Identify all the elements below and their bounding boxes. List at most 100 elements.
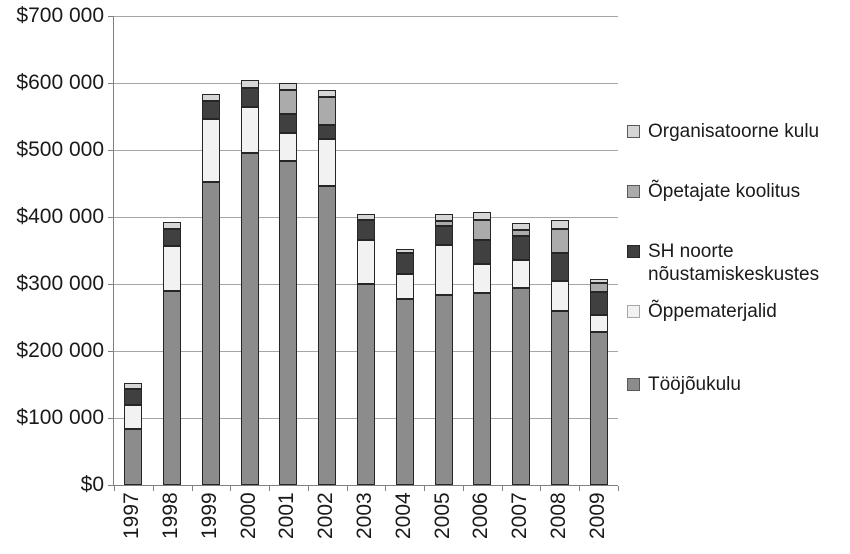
legend-label: Õppematerjalid bbox=[648, 301, 777, 322]
x-axis-tick bbox=[346, 486, 348, 491]
legend: Organisatoorne kulu Õpetajate koolitus SH … bbox=[627, 120, 847, 433]
bar-segment-2009 bbox=[589, 283, 608, 292]
x-axis-tick bbox=[540, 486, 542, 491]
bar-segment-2002 bbox=[318, 139, 337, 186]
bar-segment-2002 bbox=[318, 125, 337, 139]
bar-segment-2001 bbox=[279, 161, 298, 485]
bar-segment-2006 bbox=[473, 264, 492, 293]
bar-segment-2001 bbox=[279, 133, 298, 161]
x-axis-tick bbox=[579, 486, 581, 491]
bar-segment-2005 bbox=[434, 214, 453, 221]
bar-segment-2009 bbox=[589, 292, 608, 315]
legend-swatch-icon bbox=[627, 185, 640, 198]
bar-segment-1998 bbox=[163, 291, 182, 485]
bar-segment-2004 bbox=[395, 299, 414, 485]
x-axis-tick bbox=[269, 486, 271, 491]
bar-segment-2000 bbox=[240, 80, 259, 88]
bar-segment-2009 bbox=[589, 315, 608, 332]
bar-segment-2003 bbox=[357, 214, 375, 220]
y-axis-tick bbox=[108, 83, 113, 84]
x-axis-tick bbox=[501, 486, 503, 491]
bar-segment-1997 bbox=[124, 429, 143, 485]
bar-segment-2000 bbox=[240, 107, 259, 153]
x-axis-tick bbox=[152, 486, 154, 491]
bar-segment-2002 bbox=[318, 90, 337, 97]
bar-segment-1997 bbox=[124, 383, 143, 389]
y-axis-tick bbox=[108, 284, 113, 285]
legend-swatch-icon bbox=[627, 305, 640, 318]
y-axis-tick-label: $400 000 bbox=[16, 205, 104, 228]
bar-segment-2009 bbox=[589, 279, 608, 283]
bar-segment-2003 bbox=[357, 240, 375, 284]
bar-segment-2007 bbox=[512, 223, 531, 230]
bar-segment-2001 bbox=[279, 83, 298, 90]
bar-segment-1999 bbox=[201, 182, 220, 485]
bar-segment-2005 bbox=[434, 221, 453, 226]
bar-segment-1999 bbox=[201, 101, 220, 119]
y-axis-tick bbox=[108, 16, 113, 17]
y-axis-tick-label: $200 000 bbox=[16, 339, 104, 362]
bar-segment-2005 bbox=[434, 245, 453, 295]
legend-label: SH noorte nõustamiskeskustes bbox=[648, 241, 820, 285]
bar-segment-2008 bbox=[550, 253, 569, 281]
bar-segment-2003 bbox=[357, 220, 375, 240]
bar-segment-1999 bbox=[201, 94, 220, 101]
legend-item: SH noorte nõustamiskeskustes bbox=[627, 240, 847, 286]
bar-segment-2000 bbox=[240, 153, 259, 485]
y-axis-tick-label: $500 000 bbox=[16, 138, 104, 161]
bar-segment-2008 bbox=[550, 311, 569, 485]
legend-label: Õpetajate koolitus bbox=[648, 181, 801, 202]
bar-segment-2002 bbox=[318, 97, 337, 125]
bar-segment-2008 bbox=[550, 229, 569, 253]
bar-segment-2001 bbox=[279, 114, 298, 133]
y-axis-tick-label: $0 bbox=[80, 473, 104, 496]
y-axis-tick-label: $700 000 bbox=[16, 4, 104, 27]
legend-item: Tööjõukulu bbox=[627, 373, 847, 396]
y-axis-tick bbox=[108, 150, 113, 151]
gridline bbox=[114, 150, 618, 151]
legend-label: Organisatoorne kulu bbox=[648, 121, 820, 142]
legend-item: Õppematerjalid bbox=[627, 300, 847, 323]
bar-segment-2006 bbox=[473, 212, 492, 220]
bar-segment-2004 bbox=[395, 253, 414, 274]
gridline bbox=[114, 16, 618, 17]
bar-segment-2006 bbox=[473, 240, 492, 264]
y-axis-tick bbox=[108, 418, 113, 419]
bar-segment-2004 bbox=[395, 249, 414, 253]
gridline bbox=[114, 83, 618, 84]
x-axis-tick-label-text: 2009 bbox=[585, 492, 609, 539]
plot-area bbox=[108, 16, 619, 491]
x-axis-tick bbox=[230, 486, 232, 491]
legend-item: Õpetajate koolitus bbox=[627, 180, 847, 203]
bar-segment-2005 bbox=[434, 226, 453, 245]
bar-segment-1999 bbox=[201, 119, 220, 182]
bar-segment-2006 bbox=[473, 293, 492, 485]
bar-segment-2002 bbox=[318, 186, 337, 485]
x-axis-tick bbox=[618, 486, 619, 491]
y-axis-tick-label: $600 000 bbox=[16, 71, 104, 94]
bar-segment-2007 bbox=[512, 230, 531, 236]
bar-segment-1998 bbox=[163, 246, 182, 291]
x-axis-tick bbox=[191, 486, 193, 491]
bar-segment-2009 bbox=[589, 332, 608, 485]
x-axis-tick bbox=[462, 486, 464, 491]
bar-segment-2006 bbox=[473, 220, 492, 240]
bar-segment-2003 bbox=[357, 284, 375, 485]
y-axis-tick-label: $300 000 bbox=[16, 272, 104, 295]
bar-segment-1998 bbox=[163, 229, 182, 246]
x-axis-tick bbox=[114, 486, 115, 491]
legend-swatch-icon bbox=[627, 245, 640, 258]
bar-segment-2008 bbox=[550, 220, 569, 229]
x-axis-tick bbox=[307, 486, 309, 491]
legend-label: Tööjõukulu bbox=[648, 374, 741, 395]
bar-segment-1997 bbox=[124, 389, 143, 405]
legend-item: Organisatoorne kulu bbox=[627, 120, 847, 143]
bar-segment-2007 bbox=[512, 260, 531, 288]
y-axis-tick-label: $100 000 bbox=[16, 406, 104, 429]
bar-segment-2000 bbox=[240, 88, 259, 107]
y-axis-tick bbox=[108, 217, 113, 218]
x-axis-tick bbox=[385, 486, 387, 491]
bar-segment-1998 bbox=[163, 222, 182, 229]
bar-segment-2005 bbox=[434, 295, 453, 485]
